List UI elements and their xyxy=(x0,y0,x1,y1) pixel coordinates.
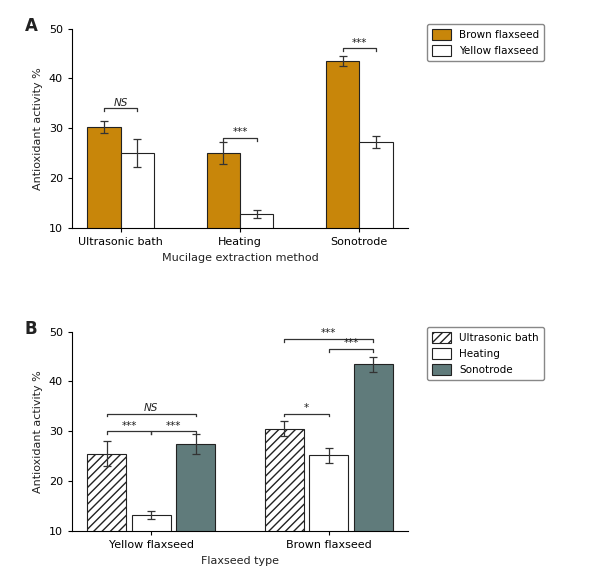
Legend: Brown flaxseed, Yellow flaxseed: Brown flaxseed, Yellow flaxseed xyxy=(427,24,544,61)
Bar xyxy=(359,142,393,278)
Text: A: A xyxy=(25,17,38,35)
Bar xyxy=(131,515,171,571)
Legend: Ultrasonic bath, Heating, Sonotrode: Ultrasonic bath, Heating, Sonotrode xyxy=(427,327,544,380)
Y-axis label: Antioxidant activity %: Antioxidant activity % xyxy=(33,67,43,190)
Bar xyxy=(240,214,274,278)
Bar xyxy=(87,454,127,571)
Bar xyxy=(326,61,359,278)
Text: ***: *** xyxy=(121,421,137,431)
Text: ***: *** xyxy=(321,328,337,339)
Text: NS: NS xyxy=(144,403,158,413)
Bar xyxy=(121,153,154,278)
Text: ***: *** xyxy=(232,127,248,138)
X-axis label: Flaxseed type: Flaxseed type xyxy=(201,556,279,566)
Bar xyxy=(206,153,240,278)
Bar xyxy=(309,455,349,571)
Text: NS: NS xyxy=(113,98,128,107)
X-axis label: Mucilage extraction method: Mucilage extraction method xyxy=(161,252,319,263)
Text: *: * xyxy=(304,403,309,413)
Bar xyxy=(176,444,215,571)
Bar xyxy=(87,127,121,278)
Bar xyxy=(353,364,393,571)
Bar xyxy=(265,429,304,571)
Text: ***: *** xyxy=(166,421,181,431)
Y-axis label: Antioxidant activity %: Antioxidant activity % xyxy=(33,370,43,493)
Text: B: B xyxy=(25,320,38,337)
Text: ***: *** xyxy=(343,339,359,348)
Text: ***: *** xyxy=(352,38,367,48)
